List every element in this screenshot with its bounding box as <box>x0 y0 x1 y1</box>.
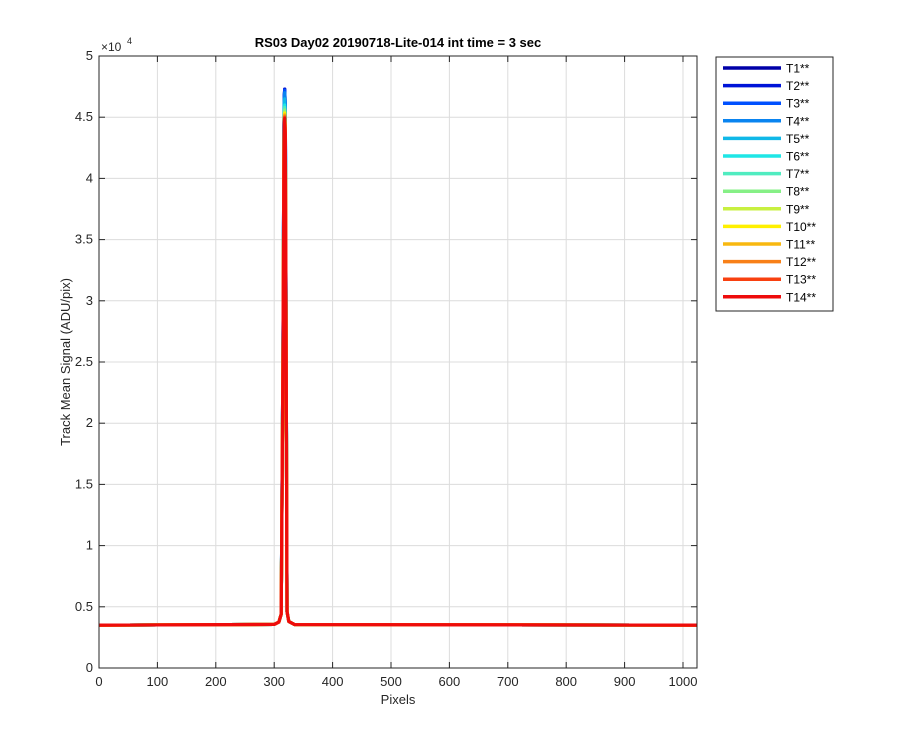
y-tick-label: 2.5 <box>75 354 93 369</box>
grid <box>99 56 697 668</box>
chart-title: RS03 Day02 20190718-Lite-014 int time = … <box>255 35 542 50</box>
y-tick-label: 3 <box>86 293 93 308</box>
legend-label: T7** <box>786 167 810 181</box>
series-lines <box>98 87 698 627</box>
y-tick-label: 4 <box>86 170 93 185</box>
x-tick-label: 700 <box>497 674 519 689</box>
series-line-14 <box>98 116 698 627</box>
x-tick-label: 300 <box>263 674 285 689</box>
y-tick-label: 0 <box>86 660 93 675</box>
y-tick-label: 1.5 <box>75 476 93 491</box>
legend-label: T10** <box>786 220 816 234</box>
legend-label: T1** <box>786 62 810 76</box>
x-tick-labels: 0 100 200 300 400 500 600 700 800 900 1000 <box>95 674 697 689</box>
x-tick-label: 400 <box>322 674 344 689</box>
legend-label: T2** <box>786 79 810 93</box>
y-exponent-base: ×10 <box>101 40 122 54</box>
y-tick-label: 4.5 <box>75 109 93 124</box>
x-tick-label: 600 <box>439 674 461 689</box>
legend: T1** T2** T3** T4** T5** T6** T7** T8** T9** T10*… <box>715 56 834 312</box>
legend-label: T11** <box>786 238 815 252</box>
legend-label: T5** <box>786 132 810 146</box>
ticks <box>98 55 697 669</box>
legend-label: T6** <box>786 150 810 164</box>
y-tick-label: 3.5 <box>75 232 93 247</box>
x-tick-label: 1000 <box>669 674 698 689</box>
legend-label: T3** <box>786 97 810 111</box>
y-tick-label: 5 <box>86 48 93 63</box>
x-tick-label: 0 <box>95 674 102 689</box>
legend-box <box>715 56 834 312</box>
y-exponent-power: 4 <box>127 36 132 46</box>
legend-label: T8** <box>786 185 810 199</box>
x-tick-label: 100 <box>147 674 169 689</box>
y-tick-label: 0.5 <box>75 599 93 614</box>
legend-label: T14** <box>786 290 816 304</box>
x-tick-label: 900 <box>614 674 636 689</box>
legend-label: T4** <box>786 114 810 128</box>
legend-label: T9** <box>786 202 810 216</box>
y-axis-label: Track Mean Signal (ADU/pix) <box>58 278 73 446</box>
y-tick-label: 2 <box>86 415 93 430</box>
x-tick-label: 200 <box>205 674 227 689</box>
x-axis-label: Pixels <box>381 692 416 707</box>
legend-label: T12** <box>786 255 816 269</box>
x-tick-label: 500 <box>380 674 402 689</box>
y-tick-labels: 0 0.5 1 1.5 2 2.5 3 3.5 4 4.5 5 <box>75 48 93 675</box>
legend-label: T13** <box>786 273 816 287</box>
x-tick-label: 800 <box>555 674 577 689</box>
y-tick-label: 1 <box>86 538 93 553</box>
